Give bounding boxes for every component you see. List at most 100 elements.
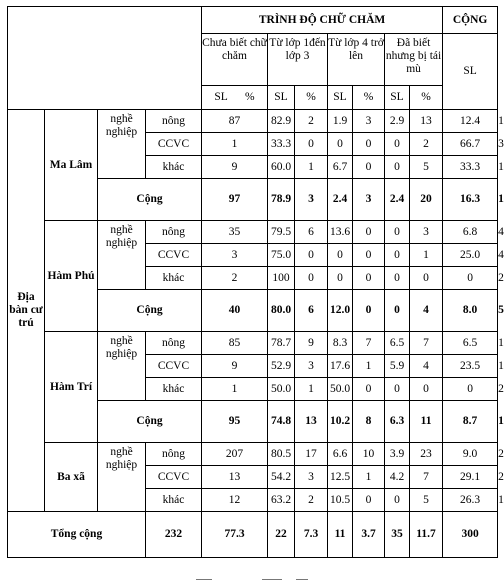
cell-value: 33.3	[267, 132, 295, 156]
footer-fragment	[0, 578, 504, 587]
cell-value: 9	[201, 354, 268, 378]
cell-value: 9.0	[442, 442, 499, 466]
cell-value: 50.0	[327, 377, 353, 401]
cell-value: 6.8	[442, 220, 499, 244]
cell-value: 3	[352, 109, 385, 133]
grand-total-value: 11	[327, 511, 353, 558]
header-group-title: TRÌNH ĐỘ CHỮ CHĂM	[200, 6, 444, 34]
cell-value: 87	[201, 109, 268, 133]
grand-total-label: Tổng cộng	[7, 511, 146, 558]
table-wrapper: TRÌNH ĐỘ CHỮ CHĂM CỘNG Chưa biết chữ chă…	[7, 6, 504, 558]
cell-value: 207	[201, 442, 268, 466]
cell-value: 63.2	[267, 488, 295, 512]
col-header-lop1-3: Từ lớp 1đến lớp 3	[267, 33, 328, 86]
subtotal-value: 2.4	[327, 178, 353, 221]
occupation-label: nghề nghiệp	[97, 331, 146, 401]
subtotal-value: 80.0	[267, 289, 295, 332]
sub-header-pct: %	[352, 85, 385, 110]
cell-value: 9	[294, 331, 328, 355]
cell-value: 0	[352, 155, 385, 179]
sub-header-pct: %	[408, 85, 444, 110]
cell-value: 0	[294, 132, 328, 156]
cell-value: 29.1	[442, 465, 499, 489]
subtotal-value: 20	[408, 178, 444, 221]
subtotal-value: 4	[408, 289, 444, 332]
cell-value: 0	[352, 488, 385, 512]
subtotal-value: 8.7	[442, 400, 499, 443]
table-row: khác 2 100 0 0 0 0 0 0 2	[8, 266, 504, 290]
region-label: Địa bàn cư trú	[7, 109, 45, 512]
table-row: CCVC 3 75.0 0 0 0 0 1 25.0 4	[8, 243, 504, 267]
sub-header-sl: SL	[327, 85, 353, 110]
cell-value: 1	[294, 377, 328, 401]
cell-value: 100	[267, 266, 295, 290]
cell-value: 0	[327, 266, 353, 290]
cell-value: 0	[352, 243, 385, 267]
subtotal-value: 3	[352, 178, 385, 221]
occupation-type: nông	[145, 220, 202, 244]
grand-total-value: 22	[267, 511, 295, 558]
subtotal-value: 6	[294, 289, 328, 332]
sub-header-sl: SL	[384, 85, 410, 110]
subtotal-value: 11	[408, 400, 444, 443]
subtotal-value: 40	[201, 289, 268, 332]
cell-value: 0	[408, 266, 444, 290]
subtotal-value: 8	[352, 400, 385, 443]
cell-value: 12.5	[327, 465, 353, 489]
subtotal-value: 16.3	[442, 178, 499, 221]
sub-header-sl: SL	[267, 85, 295, 110]
subtotal-value: 13	[294, 400, 328, 443]
table-row: CCVC 1 33.3 0 0 0 0 2 66.7 3	[8, 132, 504, 156]
cell-value: 1	[201, 377, 268, 401]
cell-value: 0	[352, 377, 385, 401]
cell-value: 35	[201, 220, 268, 244]
cell-value: 5	[408, 488, 444, 512]
cell-value: 12.4	[442, 109, 499, 133]
sub-header-pct: %	[245, 91, 255, 104]
cell-value: 26.3	[442, 488, 499, 512]
sub-header-chua-biet: SL %	[201, 85, 268, 110]
occupation-type: khác	[145, 377, 202, 401]
grand-total-value: 3.7	[352, 511, 385, 558]
cell-value: 3	[294, 354, 328, 378]
occupation-type: CCVC	[145, 354, 202, 378]
cell-value: 0	[352, 132, 385, 156]
cell-value: 13.6	[327, 220, 353, 244]
cell-value: 3	[408, 220, 444, 244]
cell-value: 0	[384, 488, 410, 512]
cell-value: 75.0	[267, 243, 295, 267]
cell-value: 3	[294, 465, 328, 489]
cell-value: 7	[408, 331, 444, 355]
cell-value: 7	[352, 331, 385, 355]
cell-value: 79.5	[267, 220, 295, 244]
occupation-label: nghề nghiệp	[97, 442, 146, 512]
grand-total-value: 7.3	[294, 511, 328, 558]
table-row: Ba xã nghề nghiệp nông 207 80.5 17 6.6 10 3.9 23 9…	[8, 442, 504, 512]
cell-value: 0	[294, 266, 328, 290]
cell-value: 4.2	[384, 465, 410, 489]
occupation-type: nông	[145, 442, 202, 466]
col-header-tai-mu: Đã biết nhưng bị tái mù	[383, 33, 444, 86]
grand-total-value: 232	[145, 511, 202, 558]
cell-value: 0	[442, 377, 499, 401]
cell-value: 6	[294, 220, 328, 244]
cell-value: 78.7	[267, 331, 295, 355]
sub-header-sl: SL	[214, 91, 228, 104]
cell-value: 6.7	[327, 155, 353, 179]
cell-value: 12	[201, 488, 268, 512]
cell-value: 17	[294, 442, 328, 466]
col-header-chua-biet: Chưa biết chữ chăm	[201, 33, 268, 86]
header-total-title: CỘNG	[442, 6, 499, 34]
area-name: Hàm Trí	[44, 331, 98, 443]
cell-value: 1	[201, 132, 268, 156]
cell-value: 6.5	[442, 331, 499, 355]
cell-value: 13	[201, 465, 268, 489]
cell-value: 54.2	[267, 465, 295, 489]
col-header-lop4: Từ lớp 4 trở lên	[327, 33, 385, 86]
subtotal-label: Cộng	[97, 289, 202, 332]
occupation-type: nông	[145, 109, 202, 133]
occupation-type: khác	[145, 488, 202, 512]
